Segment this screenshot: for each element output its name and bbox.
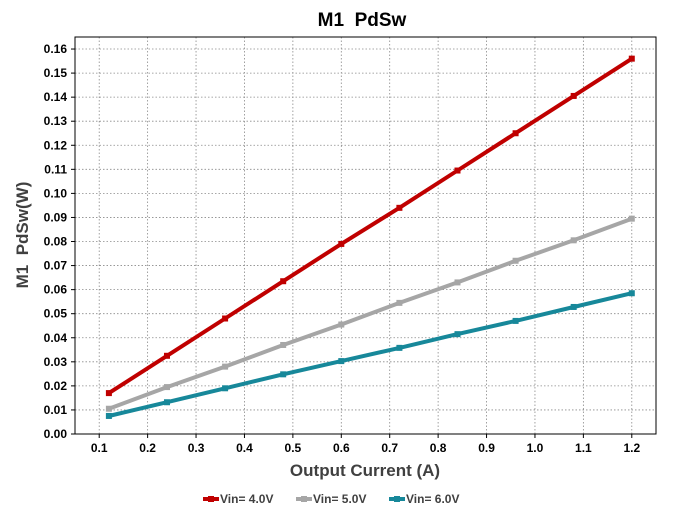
legend: Vin= 4.0V Vin= 5.0V Vin= 6.0V: [203, 492, 459, 506]
x-tick-label: 1.1: [575, 441, 592, 455]
series-2-point: [222, 363, 229, 370]
y-tick-label: 0.14: [44, 90, 68, 104]
series-group: [105, 55, 635, 419]
legend-label: Vin= 4.0V: [220, 492, 273, 506]
series-3-point: [628, 290, 635, 297]
series-3-point: [454, 331, 461, 338]
series-3-point: [280, 371, 287, 378]
x-tick-label: 0.5: [285, 441, 302, 455]
series-3-point: [570, 303, 577, 310]
series-2-point: [280, 341, 287, 348]
x-tick-label: 0.8: [430, 441, 447, 455]
x-tick-label: 0.6: [333, 441, 350, 455]
series-1-point: [105, 390, 112, 397]
y-tick-label: 0.00: [44, 427, 68, 441]
x-tick-label: 0.9: [478, 441, 495, 455]
series-3-point: [222, 385, 229, 392]
x-axis-label: Output Current (A): [290, 461, 440, 480]
y-tick-label: 0.16: [44, 42, 68, 56]
y-tick-label: 0.03: [44, 355, 68, 369]
x-axis-ticks: 0.1 0.2 0.3 0.4 0.5 0.6 0.7 0.8 0.9 1.0 1.1 1.2: [91, 434, 640, 455]
legend-swatch-marker: [208, 496, 214, 502]
series-3-point: [105, 412, 112, 419]
series-2-point: [338, 321, 345, 328]
legend-swatch-marker: [394, 496, 400, 502]
y-axis-label: M1 PdSw(W): [13, 182, 32, 289]
x-tick-label: 1.2: [623, 441, 640, 455]
y-tick-label: 0.11: [44, 162, 67, 176]
x-tick-label: 0.7: [381, 441, 398, 455]
series-1-point: [628, 55, 635, 62]
series-3-point: [163, 399, 170, 406]
y-tick-label: 0.08: [44, 235, 68, 249]
x-tick-label: 0.2: [139, 441, 156, 455]
y-axis-ticks: 0.00 0.01 0.02 0.03 0.04 0.05 0.06 0.07 0.08 0.09…: [44, 42, 75, 441]
series-1-point: [570, 92, 577, 99]
y-tick-label: 0.07: [44, 259, 68, 273]
series-line-3: [108, 291, 633, 418]
series-3-point: [396, 344, 403, 351]
series-1-point: [454, 167, 461, 174]
series-line-2: [108, 216, 633, 411]
y-tick-label: 0.06: [44, 283, 68, 297]
series-1-point: [222, 315, 229, 322]
plot-area: [74, 36, 657, 435]
series-1-point: [396, 204, 403, 211]
x-tick-label: 0.3: [188, 441, 205, 455]
grid: [75, 37, 656, 434]
series-1-point: [338, 240, 345, 247]
series-1-point: [163, 352, 170, 359]
legend-label: Vin= 5.0V: [313, 492, 366, 506]
x-tick-label: 0.4: [236, 441, 253, 455]
y-tick-label: 0.10: [44, 186, 68, 200]
y-tick-label: 0.04: [44, 331, 68, 345]
series-1-point: [280, 278, 287, 285]
series-line-1: [107, 57, 633, 395]
series-3-point: [512, 317, 519, 324]
series-2-point: [105, 405, 112, 412]
y-tick-label: 0.05: [44, 307, 68, 321]
y-tick-label: 0.01: [44, 403, 68, 417]
series-2-point: [512, 257, 519, 264]
series-2-point: [628, 215, 635, 222]
series-3-point: [338, 358, 345, 365]
x-tick-label: 1.0: [527, 441, 544, 455]
series-2-point: [454, 279, 461, 286]
y-tick-label: 0.02: [44, 379, 68, 393]
chart-title: M1 PdSw: [318, 10, 407, 31]
y-tick-label: 0.12: [44, 138, 68, 152]
legend-label: Vin= 6.0V: [406, 492, 459, 506]
series-2-point: [570, 237, 577, 244]
y-tick-label: 0.09: [44, 210, 68, 224]
y-tick-label: 0.15: [44, 66, 68, 80]
series-2-point: [396, 299, 403, 306]
x-tick-label: 0.1: [91, 441, 108, 455]
legend-swatch-marker: [301, 496, 307, 502]
series-1-point: [512, 130, 519, 137]
series-2-point: [163, 384, 170, 391]
y-tick-label: 0.13: [44, 114, 68, 128]
